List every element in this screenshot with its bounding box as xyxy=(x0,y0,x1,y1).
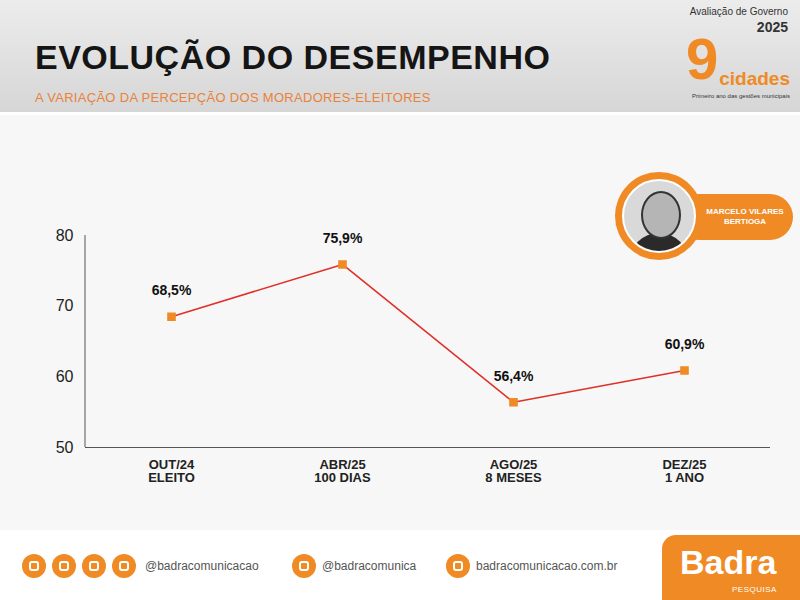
html-text:@badracomunica: @badracomunica xyxy=(322,559,417,573)
svg-text:56,4%: 56,4% xyxy=(494,368,534,384)
svg-text:AGO/258 MESES: AGO/258 MESES xyxy=(485,457,542,485)
svg-text:60: 60 xyxy=(56,368,74,385)
svg-text:70: 70 xyxy=(56,297,74,314)
html-text:badracomunicacao.com.br: badracomunicacao.com.br xyxy=(476,559,618,573)
svg-text:50: 50 xyxy=(56,439,74,456)
svg-text:75,9%: 75,9% xyxy=(323,230,363,246)
html-text:9: 9 xyxy=(686,26,719,91)
html-text:EVOLUÇÃO DO DESEMPENHO: EVOLUÇÃO DO DESEMPENHO xyxy=(35,38,551,76)
svg-text:68,5%: 68,5% xyxy=(152,282,192,298)
svg-text:DEZ/251 ANO: DEZ/251 ANO xyxy=(662,457,706,485)
svg-text:60,9%: 60,9% xyxy=(665,336,705,352)
html-text:BERTIOGA: BERTIOGA xyxy=(723,217,767,226)
html-text:Avaliação de Governo: Avaliação de Governo xyxy=(689,6,788,17)
html-text:@badracomunicacao: @badracomunicacao xyxy=(145,559,259,573)
html-text:Primeiro ano das gestões munic: Primeiro ano das gestões municipais xyxy=(691,93,790,99)
svg-text:ABR/25100 DIAS: ABR/25100 DIAS xyxy=(314,457,371,485)
svg-text:OUT/24ELEITO: OUT/24ELEITO xyxy=(148,457,195,485)
svg-text:80: 80 xyxy=(56,227,74,244)
html-text:MARCELO VILARES: MARCELO VILARES xyxy=(706,207,784,216)
html-text:cidades: cidades xyxy=(719,68,790,89)
html-text:A VARIAÇÃO DA PERCEPÇÃO DOS MO: A VARIAÇÃO DA PERCEPÇÃO DOS MORADORES-EL… xyxy=(35,90,431,105)
html-text:Badra: Badra xyxy=(680,543,777,581)
html-text:2025: 2025 xyxy=(756,19,788,35)
html-text:PESQUISA: PESQUISA xyxy=(732,585,777,594)
